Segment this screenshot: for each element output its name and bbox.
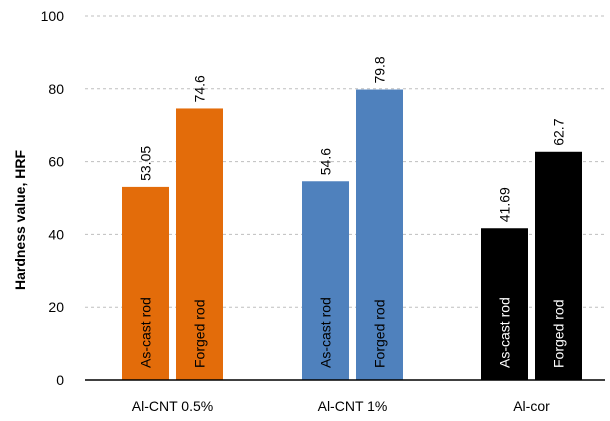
bar-value-label: 53.05 bbox=[138, 146, 154, 181]
y-tick-label: 80 bbox=[48, 81, 64, 97]
bar-inside-label: Forged rod bbox=[551, 300, 567, 368]
bar bbox=[302, 181, 349, 380]
bar-value-label: 54.6 bbox=[318, 148, 334, 175]
y-axis-label: Hardness value, HRF bbox=[12, 150, 28, 290]
bar bbox=[356, 89, 403, 380]
y-tick-label: 60 bbox=[48, 154, 64, 170]
bars: 53.05 As-cast rod 74.6 Forged rod 54.6 As-cas… bbox=[122, 56, 582, 381]
bar-value-label: 41.69 bbox=[497, 187, 513, 222]
bar-value-label: 79.8 bbox=[372, 56, 388, 83]
x-category-label: Al-CNT 0.5% bbox=[132, 398, 213, 414]
y-tick-label: 40 bbox=[48, 226, 64, 242]
bar-inside-label: As-cast rod bbox=[138, 297, 154, 368]
x-category-label: Al-cor bbox=[513, 398, 550, 414]
axes: 0 20 40 60 80 100 Al-CNT 0.5% Al-CNT 1% Al-cor bbox=[41, 8, 605, 414]
bar-inside-label: Forged rod bbox=[192, 300, 208, 368]
y-tick-label: 0 bbox=[56, 372, 64, 388]
bar bbox=[481, 228, 528, 380]
bar-inside-label: As-cast rod bbox=[497, 297, 513, 368]
bar-value-label: 62.7 bbox=[551, 118, 567, 145]
bar-inside-label: As-cast rod bbox=[318, 297, 334, 368]
y-tick-label: 100 bbox=[41, 8, 65, 24]
x-category-label: Al-CNT 1% bbox=[318, 398, 388, 414]
y-tick-label: 20 bbox=[48, 299, 64, 315]
bar-value-label: 74.6 bbox=[192, 75, 208, 102]
bar-inside-label: Forged rod bbox=[372, 300, 388, 368]
bar bbox=[535, 151, 582, 380]
bar bbox=[176, 108, 223, 381]
bar bbox=[122, 186, 169, 380]
